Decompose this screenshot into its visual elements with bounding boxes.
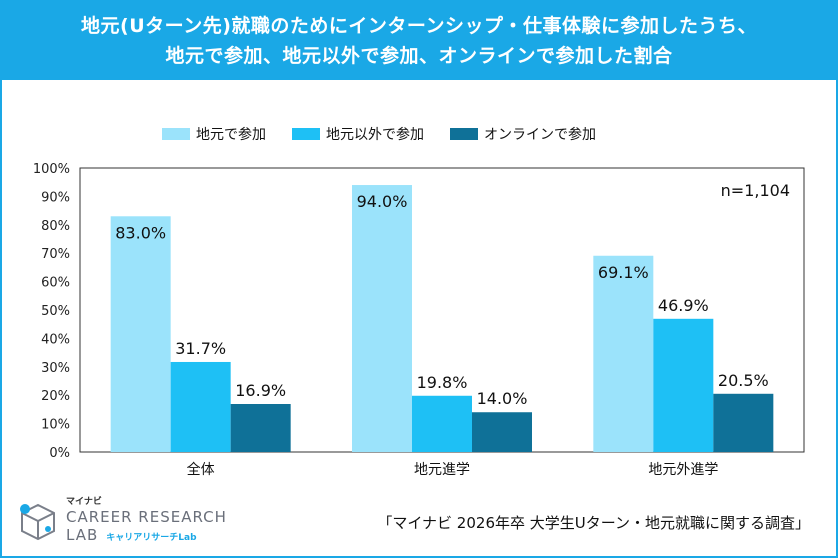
data-label: 46.9% [658,296,709,315]
y-tick-label: 50% [41,304,70,319]
y-tick-label: 0% [49,446,70,461]
data-label: 20.5% [718,371,769,390]
data-label: 69.1% [598,263,649,282]
y-tick-label: 60% [41,276,70,291]
x-tick-label: 地元外進学 [648,462,718,478]
logo-line2-main: LAB [66,526,99,544]
legend-swatch-local [162,128,190,140]
bar [110,216,171,452]
chart-title-banner: 地元(Uターン先)就職のためにインターンシップ・仕事体験に参加したうち、 地元で… [2,2,836,80]
y-tick-label: 40% [41,332,70,347]
y-tick-label: 80% [41,219,70,234]
chart-title-line2: 地元で参加、地元以外で参加、オンラインで参加した割合 [165,45,673,67]
bar [230,404,291,452]
source-caption: 「マイナビ 2026年卒 大学生Uターン・地元就職に関する調査」 [377,514,810,532]
bar [653,318,714,452]
bar [412,395,472,452]
logo-line2-sub: キャリアリサーチLab [106,533,197,543]
legend-item-nonlocal: 地元以外で参加 [292,124,424,144]
y-tick-label: 20% [41,389,70,404]
bar [713,393,774,452]
y-tick-label: 10% [41,418,70,433]
chart-title-line1: 地元(Uターン先)就職のためにインターンシップ・仕事体験に参加したうち、 [81,15,757,37]
legend-item-online: オンラインで参加 [450,124,596,144]
chart-legend: 地元で参加 地元以外で参加 オンラインで参加 [162,124,596,144]
x-tick-label: 全体 [187,461,215,478]
data-label: 31.7% [175,339,226,358]
y-tick-label: 30% [41,361,70,376]
logo-cube-icon [20,503,55,540]
y-tick-label: 70% [41,247,70,262]
data-label: 83.0% [115,223,166,242]
legend-label-nonlocal: 地元以外で参加 [326,127,424,143]
legend-swatch-nonlocal [292,128,320,140]
legend-swatch-online [450,128,478,140]
bar [170,361,231,452]
y-tick-label: 100% [33,162,70,177]
bar [352,185,412,452]
y-tick-label: 90% [41,190,70,205]
sample-size-annotation: n=1,104 [721,181,790,200]
bar-chart: 0% 10% 20% 30% 40% 50% 60% 70% 80% 90% 100% 83.0% 31… [33,162,805,478]
legend-item-local: 地元で参加 [162,124,266,144]
logo-brand: マイナビ [66,497,102,507]
legend-label-local: 地元で参加 [196,127,266,143]
data-label: 94.0% [357,192,408,211]
data-label: 14.0% [477,389,528,408]
logo-line2: LAB キャリアリサーチLab [66,528,227,543]
logo-line1: CAREER RESEARCH [66,508,227,526]
data-label: 16.9% [235,381,286,400]
legend-label-online: オンラインで参加 [484,127,596,143]
career-research-lab-logo: マイナビ CAREER RESEARCH LAB キャリアリサーチLab [16,498,227,543]
data-label: 19.8% [417,373,468,392]
bar [593,255,654,452]
x-tick-label: 地元進学 [414,462,470,478]
bar [472,412,532,452]
